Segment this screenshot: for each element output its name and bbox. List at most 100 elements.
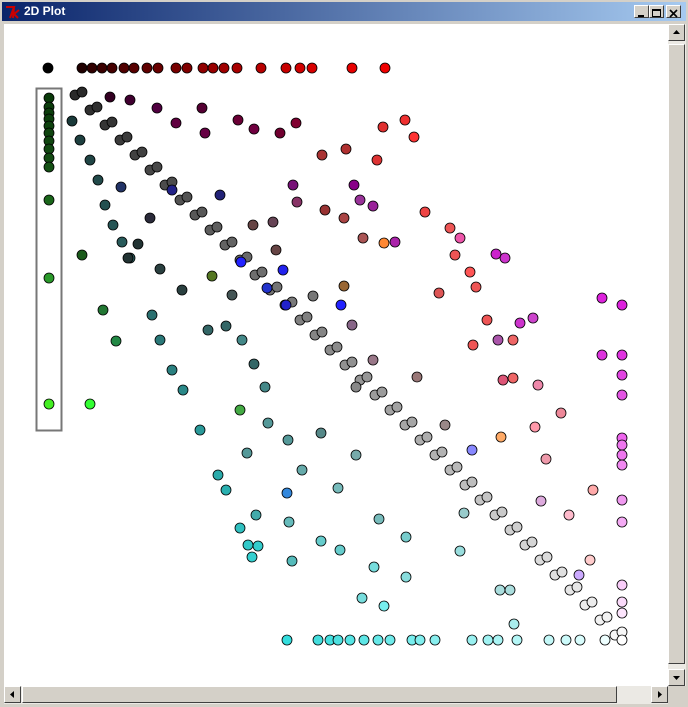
scatter-point (256, 266, 268, 278)
scatter-point (356, 592, 368, 604)
scatter-point (207, 62, 219, 74)
scatter-point (377, 121, 389, 133)
scatter-point (541, 551, 553, 563)
scatter-point (616, 369, 628, 381)
scatter-point (115, 181, 127, 193)
scatter-point (152, 62, 164, 74)
scroll-right[interactable] (651, 686, 668, 703)
scatter-point (616, 634, 628, 646)
scatter-point (211, 221, 223, 233)
scatter-point (248, 123, 260, 135)
scatter-point (470, 281, 482, 293)
scatter-point (316, 149, 328, 161)
scatter-point (587, 484, 599, 496)
scatter-point (504, 584, 516, 596)
scatter-point (350, 449, 362, 461)
scatter-point (535, 495, 547, 507)
scatter-point (616, 494, 628, 506)
scatter-point (338, 212, 350, 224)
scatter-point (376, 386, 388, 398)
scatter-point (616, 299, 628, 311)
scatter-point (482, 634, 494, 646)
scatter-point (346, 62, 358, 74)
scatter-point (154, 263, 166, 275)
scatter-point (234, 522, 246, 534)
scroll-left[interactable] (4, 686, 21, 703)
scatter-point (481, 491, 493, 503)
scatter-point (43, 272, 55, 284)
scatter-point (371, 154, 383, 166)
scatter-point (246, 551, 258, 563)
vertical-scrollbar[interactable] (668, 24, 686, 686)
scatter-point (43, 143, 55, 155)
scatter-point (177, 384, 189, 396)
scroll-down[interactable] (668, 669, 685, 686)
window-title: 2D Plot (24, 4, 66, 18)
scatter-point (43, 161, 55, 173)
scatter-point (436, 446, 448, 458)
scatter-point (344, 634, 356, 646)
scatter-point (286, 555, 298, 567)
scatter-point (414, 634, 426, 646)
app-icon (6, 6, 20, 19)
scatter-point (527, 312, 539, 324)
scatter-point (43, 398, 55, 410)
scatter-point (411, 371, 423, 383)
scatter-point (170, 117, 182, 129)
scatter-point (176, 284, 188, 296)
scatter-point (379, 62, 391, 74)
scatter-point (511, 521, 523, 533)
scatter-point (166, 364, 178, 376)
scatter-point (350, 381, 362, 393)
scatter-point (560, 634, 572, 646)
scatter-point (315, 535, 327, 547)
scatter-point (367, 200, 379, 212)
scatter-point (290, 117, 302, 129)
scatter-point (616, 459, 628, 471)
scatter-point (146, 309, 158, 321)
scatter-point (378, 237, 390, 249)
scatter-point (384, 634, 396, 646)
scatter-point (84, 398, 96, 410)
scatter-point (43, 92, 55, 104)
horizontal-scrollbar[interactable] (4, 686, 668, 704)
scatter-point (391, 401, 403, 413)
scatter-point (599, 634, 611, 646)
scatter-point (467, 339, 479, 351)
scatter-point (110, 335, 122, 347)
scatter-point (316, 326, 328, 338)
scatter-point (226, 289, 238, 301)
scatter-point (277, 264, 289, 276)
maximize-button[interactable] (649, 5, 664, 18)
scatter-point (118, 62, 130, 74)
scatter-point (378, 600, 390, 612)
scatter-point (104, 91, 116, 103)
close-button[interactable] (666, 5, 681, 18)
scatter-point (331, 341, 343, 353)
scatter-point (406, 416, 418, 428)
scatter-point (232, 114, 244, 126)
scatter-point (197, 62, 209, 74)
scatter-point (497, 374, 509, 386)
scatter-point (234, 404, 246, 416)
title-bar: 2D Plot (2, 2, 686, 21)
scatter-point (92, 174, 104, 186)
horizontal-thumb[interactable] (22, 686, 617, 703)
scatter-point (144, 212, 156, 224)
scatter-point (248, 358, 260, 370)
scatter-point (574, 634, 586, 646)
scatter-point (259, 381, 271, 393)
scatter-point (616, 349, 628, 361)
scatter-point (332, 634, 344, 646)
scatter-point (128, 62, 140, 74)
scatter-point (252, 540, 264, 552)
scatter-point (361, 371, 373, 383)
scroll-up[interactable] (668, 24, 685, 41)
vertical-thumb[interactable] (668, 44, 685, 664)
scatter-point (454, 232, 466, 244)
scatter-point (220, 484, 232, 496)
scatter-point (122, 252, 134, 264)
minimize-button[interactable] (634, 5, 649, 18)
scatter-point (507, 334, 519, 346)
scatter-point (372, 634, 384, 646)
